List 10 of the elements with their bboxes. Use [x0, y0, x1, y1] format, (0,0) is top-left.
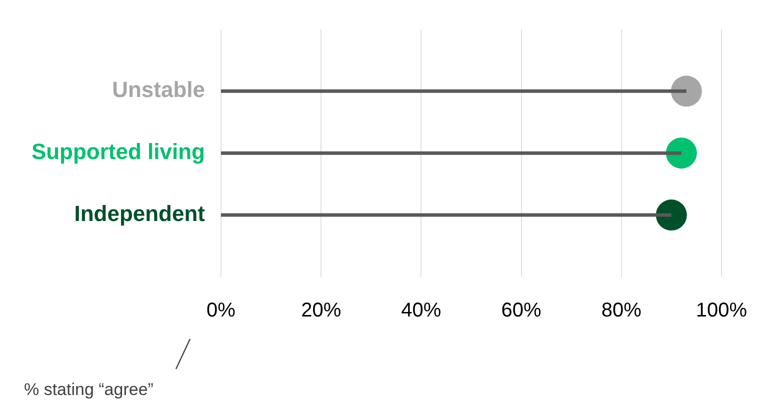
- x-tick-label: 100%: [696, 300, 748, 322]
- text: % stating “agree”: [24, 380, 154, 400]
- y-tick-label: Independent: [74, 201, 206, 226]
- x-tick-label: 40%: [401, 300, 442, 322]
- x-tick-label: 80%: [601, 300, 642, 322]
- x-tick-label: 20%: [301, 300, 342, 322]
- y-tick-label: Unstable: [112, 77, 205, 102]
- y-tick-label: Supported living: [31, 139, 205, 164]
- x-tick-label: 60%: [501, 300, 542, 322]
- x-tick-label: 0%: [206, 300, 236, 322]
